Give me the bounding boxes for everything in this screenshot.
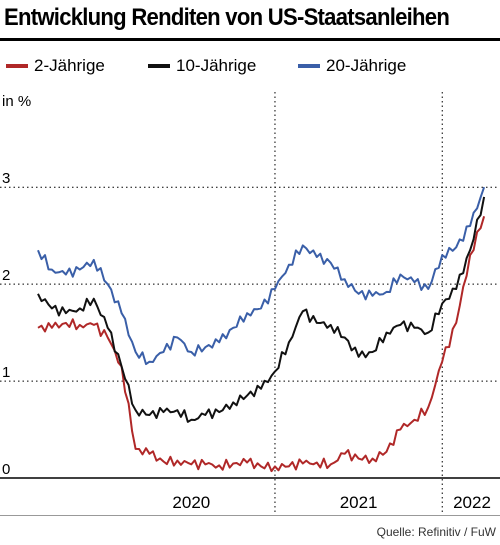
x-tick-label: 2022 (453, 493, 491, 512)
title-rule (0, 38, 500, 41)
y-tick-label: 2 (2, 267, 10, 284)
series-line-20y (37, 186, 486, 366)
y-axis-label: in % (2, 93, 31, 110)
source-note: Quelle: Refinitiv / FuW (376, 525, 496, 539)
y-tick-label: 3 (2, 170, 10, 187)
chart-title: Entwicklung Renditen von US-Staatsanleih… (4, 4, 450, 31)
x-tick-label: 2021 (340, 493, 378, 512)
legend-label-20y: 20-Jährige (326, 56, 407, 75)
bottom-rule (0, 515, 500, 516)
legend-item-2y: 2-Jährige (6, 56, 105, 76)
y-tick-label: 0 (2, 461, 10, 478)
legend-swatch-10y (148, 64, 170, 68)
legend-label-10y: 10-Jährige (176, 56, 257, 75)
legend-label-2y: 2-Jährige (34, 56, 105, 75)
legend-swatch-2y (6, 64, 28, 68)
legend: 2-Jährige 10-Jährige 20-Jährige (0, 56, 500, 82)
series-line-10y (37, 196, 486, 423)
series-line-2y (37, 216, 486, 473)
y-tick-label: 1 (2, 364, 10, 381)
x-tick-label: 2020 (172, 493, 210, 512)
legend-swatch-20y (298, 64, 320, 68)
legend-item-20y: 20-Jährige (298, 56, 406, 76)
legend-item-10y: 10-Jährige (148, 56, 256, 76)
